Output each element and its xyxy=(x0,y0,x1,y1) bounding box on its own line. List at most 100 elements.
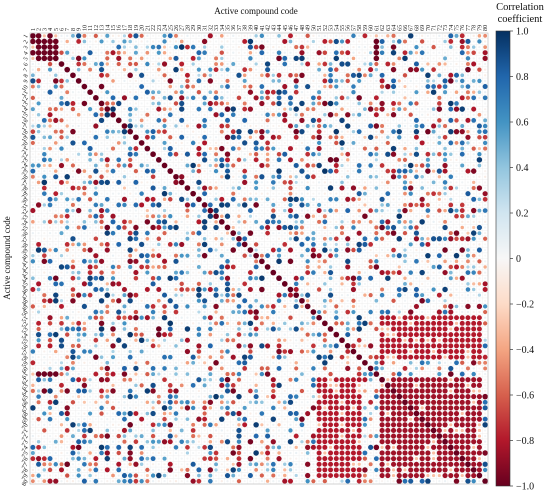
correlation-cell xyxy=(409,349,413,354)
correlation-cell xyxy=(403,91,407,94)
correlation-cell xyxy=(346,339,349,342)
correlation-cell xyxy=(208,67,213,72)
correlation-cell xyxy=(339,354,345,360)
correlation-cell xyxy=(340,102,344,105)
correlation-cell xyxy=(322,247,328,253)
x-tick-label: 9 xyxy=(76,28,83,31)
correlation-cell xyxy=(305,292,311,298)
correlation-cell xyxy=(82,185,87,191)
correlation-cell xyxy=(53,191,59,197)
correlation-cell xyxy=(333,128,340,135)
correlation-cell xyxy=(150,196,156,202)
correlation-cell xyxy=(81,140,87,146)
correlation-cell xyxy=(403,119,407,122)
correlation-cell xyxy=(76,326,82,332)
correlation-cell xyxy=(352,260,355,263)
correlation-cell xyxy=(94,51,97,54)
correlation-cell xyxy=(316,314,322,321)
correlation-cell xyxy=(272,40,275,43)
correlation-cell xyxy=(162,33,167,38)
correlation-cell xyxy=(48,209,52,212)
correlation-cell xyxy=(249,265,252,269)
correlation-cell xyxy=(369,96,372,99)
correlation-cell xyxy=(123,209,126,212)
correlation-cell xyxy=(443,119,447,122)
correlation-cell xyxy=(174,231,178,235)
correlation-cell xyxy=(266,333,269,336)
correlation-cell xyxy=(328,62,333,66)
correlation-cell xyxy=(31,192,34,195)
correlation-cell xyxy=(66,170,69,173)
correlation-cell xyxy=(54,339,57,342)
correlation-cell xyxy=(260,209,263,212)
correlation-cell xyxy=(300,79,304,83)
correlation-cell xyxy=(255,232,258,235)
correlation-cell xyxy=(443,203,447,207)
correlation-cell xyxy=(375,248,378,252)
correlation-cell xyxy=(398,141,401,145)
correlation-cell xyxy=(31,248,34,252)
correlation-cell xyxy=(36,180,41,185)
correlation-cell xyxy=(409,237,412,240)
correlation-cell xyxy=(47,315,53,321)
correlation-cell xyxy=(386,102,389,105)
correlation-cell xyxy=(209,220,212,224)
correlation-cell xyxy=(345,112,351,118)
correlation-cell xyxy=(311,236,316,241)
correlation-cell xyxy=(466,277,470,280)
correlation-cell xyxy=(163,288,166,291)
correlation-cell xyxy=(190,55,196,61)
correlation-cell xyxy=(213,287,219,292)
correlation-cell xyxy=(305,264,310,269)
correlation-cell xyxy=(352,293,355,297)
correlation-cell xyxy=(249,74,252,77)
correlation-cell xyxy=(174,119,178,122)
correlation-cell xyxy=(214,321,219,326)
correlation-cell xyxy=(449,248,452,252)
correlation-cell xyxy=(219,253,224,258)
correlation-cell xyxy=(293,275,299,281)
y-tick-label: 48 xyxy=(21,298,30,307)
correlation-cell xyxy=(214,40,218,43)
correlation-cell xyxy=(272,124,275,128)
correlation-cell xyxy=(66,277,69,280)
correlation-cell xyxy=(419,337,425,343)
correlation-cell xyxy=(472,158,475,161)
correlation-cell xyxy=(60,198,63,201)
correlation-cell xyxy=(449,299,452,302)
correlation-cell xyxy=(43,243,46,246)
correlation-cell xyxy=(99,332,104,337)
correlation-cell xyxy=(192,277,195,280)
correlation-cell xyxy=(311,107,316,112)
correlation-cell xyxy=(477,259,482,264)
correlation-cell xyxy=(254,332,259,337)
correlation-cell xyxy=(122,225,127,230)
correlation-cell xyxy=(167,242,173,247)
correlation-cell xyxy=(197,186,201,190)
correlation-cell xyxy=(392,186,395,190)
correlation-cell xyxy=(276,95,282,101)
correlation-cell xyxy=(248,327,252,331)
correlation-cell xyxy=(60,277,63,280)
correlation-cell xyxy=(305,61,311,67)
correlation-cell xyxy=(339,117,345,124)
correlation-cell xyxy=(197,96,201,99)
correlation-cell xyxy=(477,152,482,157)
correlation-cell xyxy=(386,147,389,150)
correlation-cell xyxy=(483,118,488,123)
correlation-cell xyxy=(207,33,213,39)
correlation-cell xyxy=(448,100,454,107)
correlation-cell xyxy=(87,247,93,253)
correlation-cell xyxy=(437,175,442,179)
correlation-cell xyxy=(403,107,407,111)
correlation-cell xyxy=(123,170,126,173)
correlation-cell xyxy=(157,136,160,139)
correlation-cell xyxy=(203,327,206,331)
correlation-cell xyxy=(455,293,458,297)
correlation-cell xyxy=(465,343,471,349)
correlation-cell xyxy=(477,197,482,202)
correlation-cell xyxy=(37,220,40,223)
x-tick-label: 65 xyxy=(396,25,403,31)
correlation-cell xyxy=(402,354,408,360)
correlation-cell xyxy=(242,298,248,304)
